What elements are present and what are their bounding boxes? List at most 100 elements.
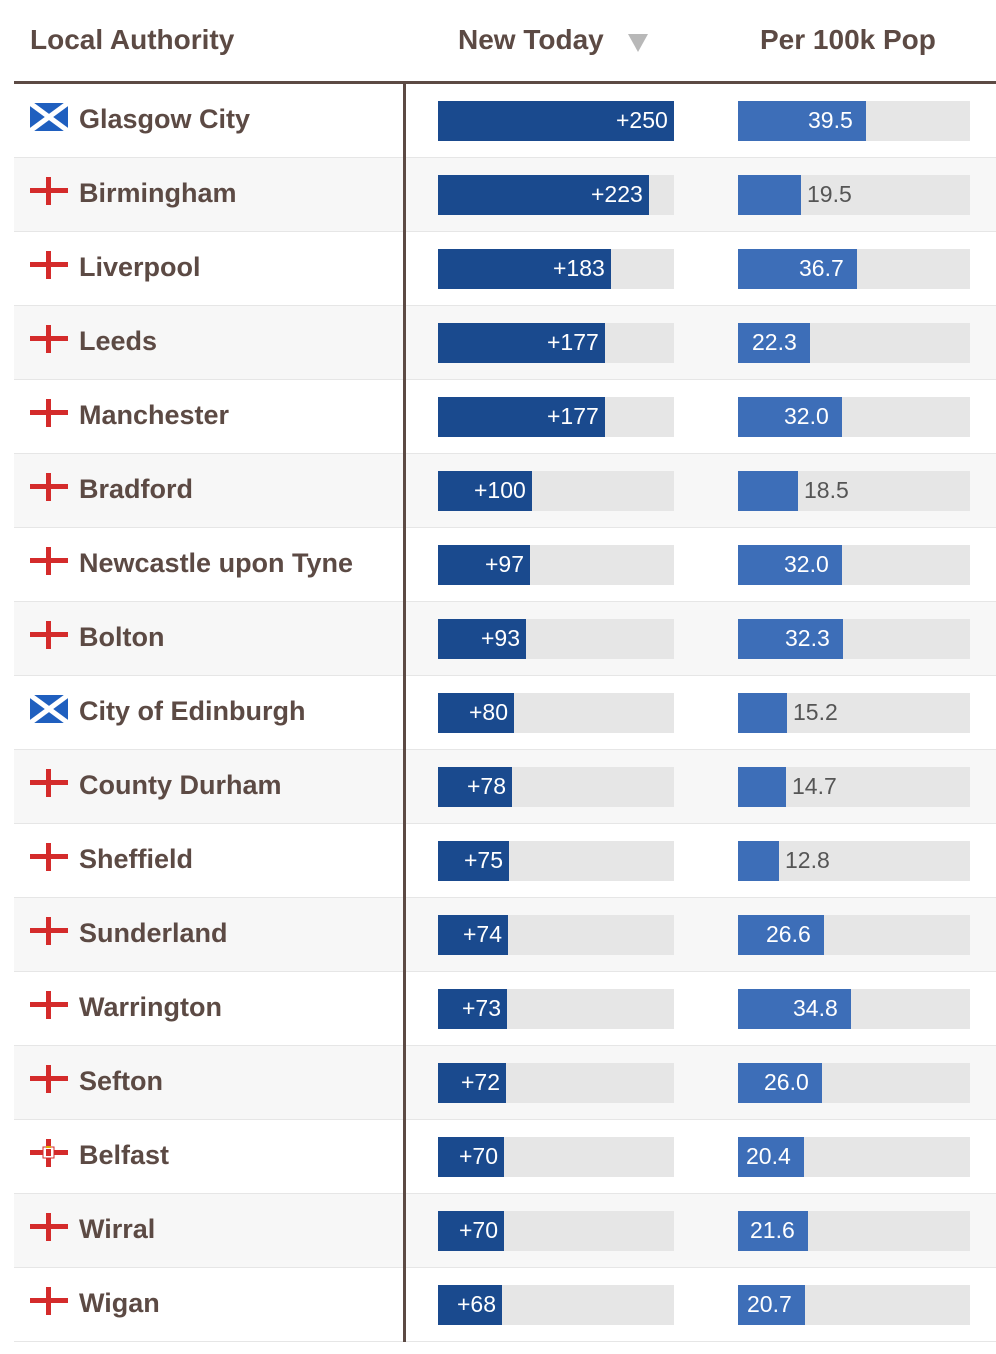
- new-today-label: +68: [457, 1291, 497, 1317]
- table-row[interactable]: Warrington +73 34.8: [14, 972, 996, 1046]
- new-today-bar: [438, 471, 532, 511]
- table-row[interactable]: Leeds +177 22.3: [14, 306, 996, 380]
- column-header-local-authority[interactable]: Local Authority: [30, 24, 235, 55]
- new-today-label: +93: [481, 625, 521, 651]
- table-header: Local Authority New Today Per 100k Pop: [14, 0, 996, 84]
- per-100k-bar: [738, 915, 824, 955]
- table-row[interactable]: Glasgow City +250 39.5: [14, 84, 996, 158]
- scotland-flag-icon: [28, 692, 70, 726]
- table-row[interactable]: Wirral +70 21.6: [14, 1194, 996, 1268]
- table-row[interactable]: Sunderland +74 26.6: [14, 898, 996, 972]
- per-100k-bar: [738, 1211, 808, 1251]
- england-flag-icon: [30, 917, 68, 945]
- table-row[interactable]: Wigan +68 20.7: [14, 1268, 996, 1342]
- new-today-bar: [438, 989, 507, 1029]
- table-row[interactable]: County Durham +78 14.7: [14, 750, 996, 824]
- new-today-label: +73: [462, 995, 502, 1021]
- new-today-track: +177: [438, 397, 674, 437]
- scotland-flag-icon: [28, 100, 70, 134]
- per-100k-bar: [738, 841, 779, 881]
- england-flag-icon: [30, 325, 68, 353]
- authority-name: Wigan: [79, 1288, 160, 1318]
- per-100k-label: 18.5: [804, 477, 849, 503]
- new-today-track: +183: [438, 249, 674, 289]
- authority-name: Newcastle upon Tyne: [79, 548, 354, 578]
- new-today-label: +100: [474, 477, 526, 503]
- table-row[interactable]: Birmingham +223 19.5: [14, 158, 996, 232]
- england-flag-icon: [30, 1065, 68, 1093]
- table-row[interactable]: Bradford +100 18.5: [14, 454, 996, 528]
- column-header-per-100k[interactable]: Per 100k Pop: [760, 24, 936, 55]
- new-today-track: +250: [438, 101, 674, 141]
- per-100k-bar: [738, 471, 798, 511]
- new-today-bar: [438, 619, 526, 659]
- new-today-track: +93: [438, 619, 674, 659]
- per-100k-bar: [738, 1137, 804, 1177]
- per-100k-label: 32.0: [784, 403, 829, 429]
- new-today-bar: [438, 323, 605, 363]
- per-100k-label: 32.3: [785, 625, 830, 651]
- england-flag-icon: [30, 843, 68, 871]
- new-today-track: +74: [438, 915, 674, 955]
- new-today-track: +223: [438, 175, 674, 215]
- authority-name: Bradford: [79, 474, 193, 504]
- per-100k-track: 19.5: [738, 175, 970, 215]
- per-100k-bar: [738, 249, 857, 289]
- new-today-label: +74: [463, 921, 503, 947]
- england-flag-icon: [30, 621, 68, 649]
- new-today-bar: [438, 1285, 502, 1325]
- column-divider: [403, 84, 406, 1342]
- new-today-label: +72: [461, 1069, 501, 1095]
- per-100k-track: 12.8: [738, 841, 970, 881]
- authority-name: Birmingham: [79, 178, 237, 208]
- new-today-track: +177: [438, 323, 674, 363]
- column-header-new-today[interactable]: New Today: [458, 24, 604, 55]
- new-today-bar: [438, 1137, 504, 1177]
- england-flag-icon: [30, 769, 68, 797]
- new-today-track: +100: [438, 471, 674, 511]
- new-today-bar: [438, 397, 605, 437]
- table-row[interactable]: Newcastle upon Tyne +97 32.0: [14, 528, 996, 602]
- table-row[interactable]: Liverpool +183 36.7: [14, 232, 996, 306]
- table-row[interactable]: Manchester +177 32.0: [14, 380, 996, 454]
- per-100k-label: 39.5: [808, 107, 853, 133]
- new-today-label: +183: [553, 255, 605, 281]
- authority-name: Glasgow City: [79, 104, 251, 134]
- new-today-bar: [438, 841, 509, 881]
- per-100k-track: 21.6: [738, 1211, 970, 1251]
- per-100k-track: 34.8: [738, 989, 970, 1029]
- table-row[interactable]: Sefton +72 26.0: [14, 1046, 996, 1120]
- per-100k-label: 20.4: [746, 1143, 791, 1169]
- table-row[interactable]: City of Edinburgh +80 15.2: [14, 676, 996, 750]
- england-flag-icon: [30, 251, 68, 279]
- new-today-bar: [438, 545, 530, 585]
- table-row[interactable]: Sheffield +75 12.8: [14, 824, 996, 898]
- england-flag-icon: [30, 177, 68, 205]
- sort-desc-icon[interactable]: [628, 34, 648, 52]
- per-100k-bar: [738, 1285, 805, 1325]
- england-flag-icon: [30, 1287, 68, 1315]
- authority-name: County Durham: [79, 770, 282, 800]
- table-row[interactable]: Belfast +70 20.4: [14, 1120, 996, 1194]
- table-body: Glasgow City +250 39.5 Birmingham +223 19.5 Li…: [14, 84, 996, 1342]
- new-today-bar: [438, 767, 512, 807]
- table-row[interactable]: Bolton +93 32.3: [14, 602, 996, 676]
- per-100k-label: 34.8: [793, 995, 838, 1021]
- new-today-label: +250: [616, 107, 668, 133]
- new-today-label: +80: [469, 699, 509, 725]
- new-today-track: +80: [438, 693, 674, 733]
- per-100k-label: 21.6: [750, 1217, 795, 1243]
- new-today-track: +97: [438, 545, 674, 585]
- per-100k-label: 22.3: [752, 329, 797, 355]
- authority-name: Belfast: [79, 1140, 170, 1170]
- authority-name: Warrington: [79, 992, 222, 1022]
- new-today-track: +72: [438, 1063, 674, 1103]
- new-today-label: +78: [467, 773, 507, 799]
- authority-name: Sunderland: [79, 918, 228, 948]
- per-100k-bar: [738, 989, 851, 1029]
- per-100k-bar: [738, 101, 866, 141]
- authority-name: Wirral: [79, 1214, 156, 1244]
- per-100k-track: 32.0: [738, 545, 970, 585]
- england-flag-icon: [30, 399, 68, 427]
- per-100k-track: 18.5: [738, 471, 970, 511]
